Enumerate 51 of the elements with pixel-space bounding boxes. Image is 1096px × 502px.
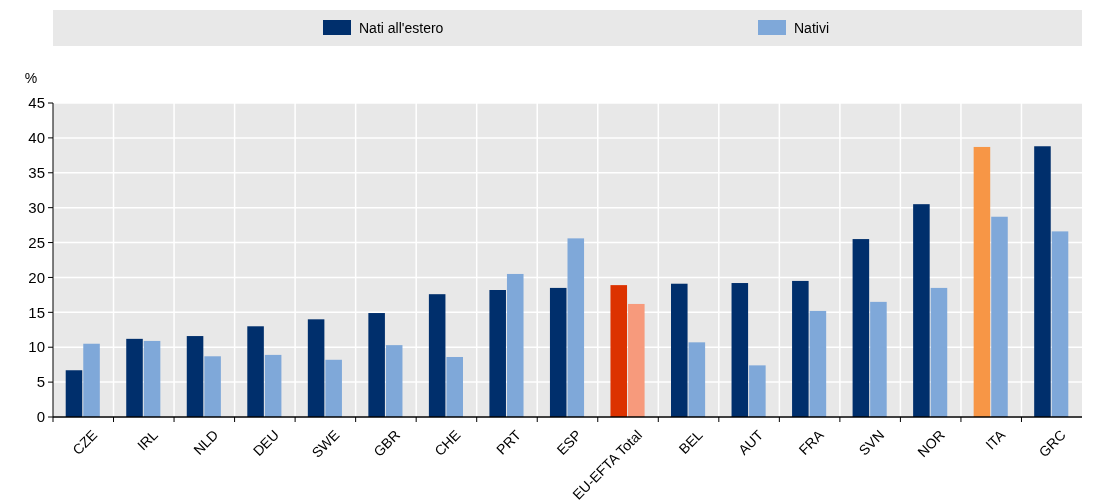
- bar: [83, 343, 100, 417]
- bar: [428, 294, 446, 417]
- bar: [1034, 146, 1051, 417]
- bar: [731, 283, 749, 417]
- y-tick-label: 0: [36, 408, 45, 426]
- x-tick-label: FRA: [795, 426, 828, 458]
- bar: [506, 273, 524, 417]
- x-tick-label: ITA: [982, 426, 1009, 453]
- bar: [671, 283, 688, 417]
- bar: [991, 216, 1008, 417]
- bar: [749, 365, 766, 417]
- bar: [930, 287, 948, 417]
- bar: [870, 301, 887, 417]
- bar: [792, 280, 809, 417]
- bar: [204, 356, 221, 417]
- bar: [126, 338, 143, 417]
- legend-label: Nati all'estero: [359, 19, 444, 36]
- bar: [628, 303, 645, 417]
- y-tick-label: 30: [28, 198, 45, 216]
- y-tick-label: 20: [28, 268, 45, 286]
- y-tick-label: 10: [28, 338, 45, 356]
- bar: [65, 370, 83, 417]
- bar: [549, 287, 567, 417]
- bar: [1051, 231, 1069, 417]
- y-axis-title: %: [24, 70, 38, 86]
- y-tick-label: 15: [28, 303, 45, 321]
- bar: [186, 336, 204, 417]
- bar: [385, 345, 403, 417]
- bar: [567, 238, 585, 417]
- bar: [264, 354, 282, 417]
- x-tick-label: BEL: [675, 426, 706, 457]
- y-tick-label: 40: [28, 129, 45, 147]
- bar: [143, 340, 161, 417]
- bar: [610, 285, 628, 417]
- bar: [852, 239, 870, 417]
- bar: [809, 310, 827, 417]
- bar: [368, 313, 385, 417]
- x-tick-label: IRL: [134, 426, 161, 454]
- bar: [489, 290, 506, 417]
- bar: [973, 146, 991, 417]
- bar: [913, 204, 930, 417]
- y-tick-label: 5: [36, 373, 45, 391]
- bar: [688, 342, 706, 417]
- bar: [307, 319, 325, 417]
- bar: [325, 359, 342, 417]
- legend-label: Nativi: [794, 19, 830, 36]
- bar: [446, 356, 463, 417]
- y-tick-label: 25: [28, 233, 45, 251]
- bar: [247, 326, 264, 417]
- y-tick-label: 35: [28, 164, 45, 182]
- y-tick-label: 45: [28, 94, 45, 112]
